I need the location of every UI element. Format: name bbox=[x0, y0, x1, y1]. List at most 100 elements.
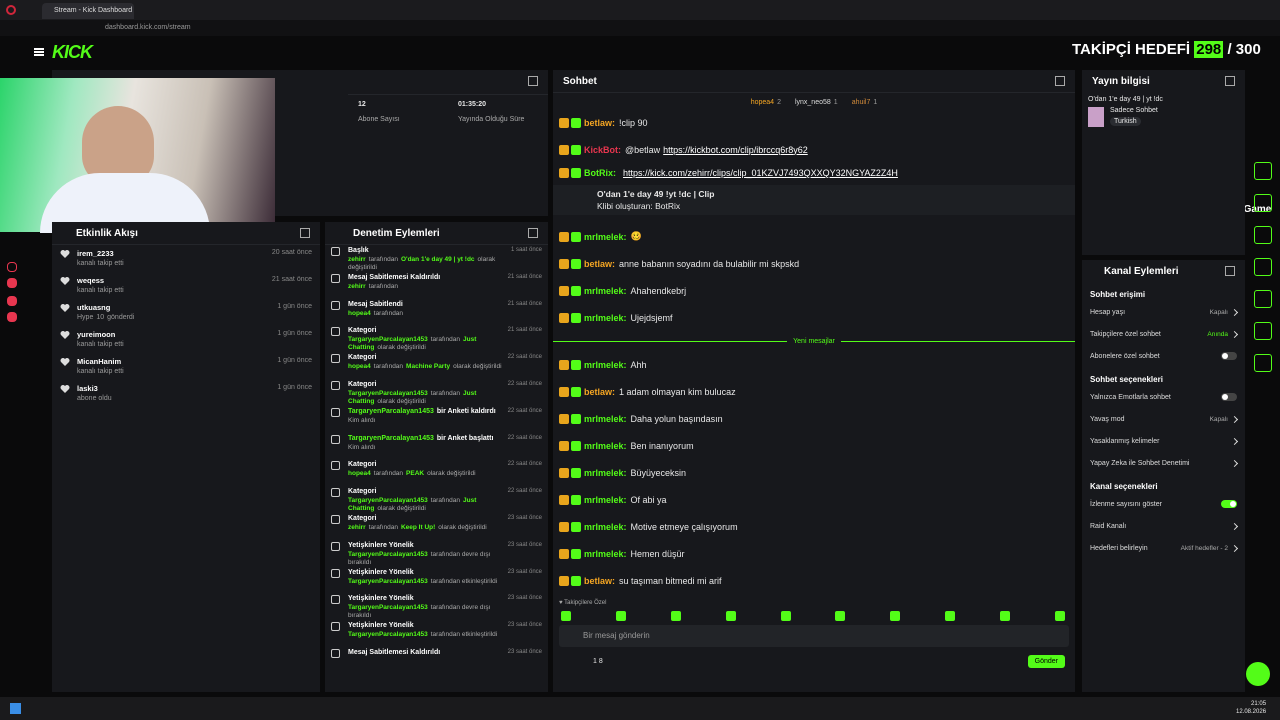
mod-body: Yetişkinlere Yönelik TargaryenParcalayan1… bbox=[348, 622, 500, 645]
menu-icon[interactable] bbox=[34, 48, 44, 50]
setting-row[interactable]: Hedefleri belirleyin Aktif hedefler - 2 bbox=[1082, 537, 1245, 559]
detail-part: olarak değiştirildi bbox=[348, 256, 496, 271]
activity-desc: kanalı takip etti bbox=[77, 368, 127, 375]
logo[interactable]: KICK bbox=[52, 42, 93, 62]
detail-part: TargaryenParcalayan1453 bbox=[348, 550, 428, 558]
desc-part: kanalı takip etti bbox=[77, 260, 124, 267]
message-text: Ahh bbox=[630, 359, 647, 370]
setting-row[interactable]: Raid Kanalı bbox=[1082, 515, 1245, 537]
username[interactable]: mrlmelek: bbox=[584, 440, 627, 451]
badge bbox=[559, 440, 569, 451]
goal-label: TAKİPÇİ HEDEFİ bbox=[1072, 41, 1191, 58]
message-row: mrlmelek: Büyüyeceksin bbox=[553, 459, 1075, 486]
badge bbox=[559, 467, 569, 478]
panel-title: Etkinlik Akışı bbox=[76, 227, 138, 239]
mod-item: Yetişkinlere Yönelik TargaryenParcalayan1… bbox=[325, 620, 548, 647]
timestamp: 1 gün önce bbox=[277, 303, 312, 310]
setting-row[interactable]: Yapay Zeka ile Sohbet Denetimi bbox=[1082, 452, 1245, 474]
username[interactable]: betlaw: bbox=[584, 386, 616, 397]
toggle[interactable] bbox=[1221, 352, 1237, 360]
edit-icon[interactable] bbox=[1225, 76, 1235, 86]
popout-icon[interactable] bbox=[1225, 266, 1235, 276]
chat-message: mrlmelek: Ben inanıyorum bbox=[553, 432, 1075, 459]
setting-row[interactable]: İzlenme sayısını göster bbox=[1082, 493, 1245, 515]
panel-title: Yayın bilgisi bbox=[1092, 75, 1150, 87]
mod-detail: TargaryenParcalayan1453 tarafından Just Ch… bbox=[348, 497, 508, 513]
start-button[interactable] bbox=[10, 703, 21, 714]
message-link[interactable]: https://kick.com/zehirr/clips/clip_01KZV… bbox=[623, 168, 898, 178]
popout-icon[interactable] bbox=[528, 76, 538, 86]
username[interactable]: mrlmelek: bbox=[584, 359, 627, 370]
username[interactable]: mrlmelek: bbox=[584, 413, 627, 424]
badge bbox=[559, 117, 569, 128]
username[interactable]: mrlmelek: bbox=[584, 467, 627, 478]
timestamp: 23 saat önce bbox=[507, 595, 542, 602]
send-button[interactable]: Gönder bbox=[1027, 655, 1065, 668]
username[interactable]: mrlmelek: bbox=[584, 231, 627, 242]
setting-row[interactable]: Yasaklanmış kelimeler bbox=[1082, 430, 1245, 452]
detail-part: olarak değiştirildi bbox=[438, 523, 487, 531]
mod-icon bbox=[331, 354, 340, 364]
message-link[interactable]: https://kickbot.com/clip/ibrccq6r8y62 bbox=[663, 144, 808, 155]
mod-body: Kategori TargaryenParcalayan1453 tarafında… bbox=[348, 381, 508, 405]
address-bar[interactable]: dashboard.kick.com/stream bbox=[0, 20, 1280, 36]
setting-row[interactable]: Yavaş mod Kapalı bbox=[1082, 408, 1245, 430]
detail-part: olarak değiştirildi bbox=[377, 505, 426, 513]
chat-message: mrlmelek: Büyüyeceksin bbox=[553, 459, 1075, 486]
badge bbox=[571, 168, 581, 178]
detail-part: tarafından bbox=[368, 256, 398, 263]
help-button[interactable] bbox=[1246, 662, 1270, 686]
timestamp: 1 gün önce bbox=[277, 330, 312, 337]
username[interactable]: mrlmelek: bbox=[584, 312, 627, 323]
toggle[interactable] bbox=[1221, 393, 1237, 401]
popout-icon[interactable] bbox=[1055, 76, 1065, 86]
chevron bbox=[1230, 437, 1239, 445]
username[interactable]: betlaw: bbox=[584, 117, 616, 128]
mod-item: Kategori hopea4 tarafından Machine Party ola… bbox=[325, 352, 548, 379]
clip-card[interactable]: O'dan 1'e day 49 !yt !dc | Clip Klibi olu… bbox=[553, 185, 1075, 215]
username[interactable]: mrlmelek: bbox=[584, 285, 627, 296]
mod-item: Kategori zehirr tarafından Keep It Up! olara… bbox=[325, 513, 548, 540]
sidebar-icons[interactable] bbox=[7, 262, 17, 272]
username[interactable]: BotRix: bbox=[584, 168, 616, 178]
timestamp: 22 saat önce bbox=[507, 407, 542, 414]
username[interactable]: mrlmelek: bbox=[584, 494, 627, 505]
detail-part: tarafından bbox=[430, 336, 461, 344]
username[interactable]: KickBot: bbox=[584, 144, 622, 155]
message-row: BotRix: https://kick.com/zehirr/clips/cli… bbox=[553, 163, 1075, 183]
clip-sub: Klibi oluşturan: BotRix bbox=[597, 201, 681, 211]
right-toolbar bbox=[1250, 76, 1276, 616]
mod-body: Mesaj Sabitlemesi Kaldırıldı bbox=[348, 649, 443, 672]
chat-input[interactable]: Bir mesaj gönderin bbox=[559, 625, 1069, 647]
setting-row[interactable]: Yalnızca Emotlarla sohbet bbox=[1082, 386, 1245, 408]
goal-current: 298 bbox=[1194, 41, 1224, 58]
mod-title: Kategori bbox=[348, 381, 508, 388]
detail-part: olarak değiştirildi bbox=[427, 470, 476, 478]
toggle[interactable] bbox=[1221, 500, 1237, 508]
mod-title: Kategori bbox=[348, 488, 508, 495]
popout-icon[interactable] bbox=[300, 228, 310, 238]
mod-detail: Kim alırdı bbox=[348, 444, 496, 452]
popout-icon[interactable] bbox=[528, 228, 538, 238]
setting-row[interactable]: Abonelere özel sohbet bbox=[1082, 345, 1245, 367]
tab[interactable]: Stream - Kick Dashboard bbox=[42, 3, 134, 19]
setting-row[interactable]: Hesap yaşı Kapalı bbox=[1082, 301, 1245, 323]
desc-part: abone oldu bbox=[77, 395, 112, 402]
detail-part: Just Chatting bbox=[348, 497, 477, 513]
badge bbox=[559, 413, 569, 424]
panel-title: Sohbet bbox=[563, 75, 597, 87]
mod-title: Kategori bbox=[348, 354, 505, 361]
chat-message: mrlmelek: Hemen düşür bbox=[553, 540, 1075, 567]
mod-title: Yetişkinlere Yönelik bbox=[348, 595, 508, 602]
setting-label: Hesap yaşı bbox=[1090, 308, 1126, 316]
setting-value: Anında bbox=[1207, 330, 1228, 338]
setting-row[interactable]: Takipçilere özel sohbet Anında bbox=[1082, 323, 1245, 345]
desc-part: kanalı takip etti bbox=[77, 368, 124, 375]
username[interactable]: betlaw: bbox=[584, 258, 616, 269]
mod-item: Yetişkinlere Yönelik TargaryenParcalayan1… bbox=[325, 567, 548, 594]
username[interactable]: mrlmelek: bbox=[584, 521, 627, 532]
username[interactable]: mrlmelek: bbox=[584, 548, 627, 559]
message-row: mrlmelek: 🥴 bbox=[553, 223, 1075, 250]
username[interactable]: betlaw: bbox=[584, 575, 616, 586]
section-title: Sohbet seçenekleri bbox=[1090, 375, 1163, 384]
